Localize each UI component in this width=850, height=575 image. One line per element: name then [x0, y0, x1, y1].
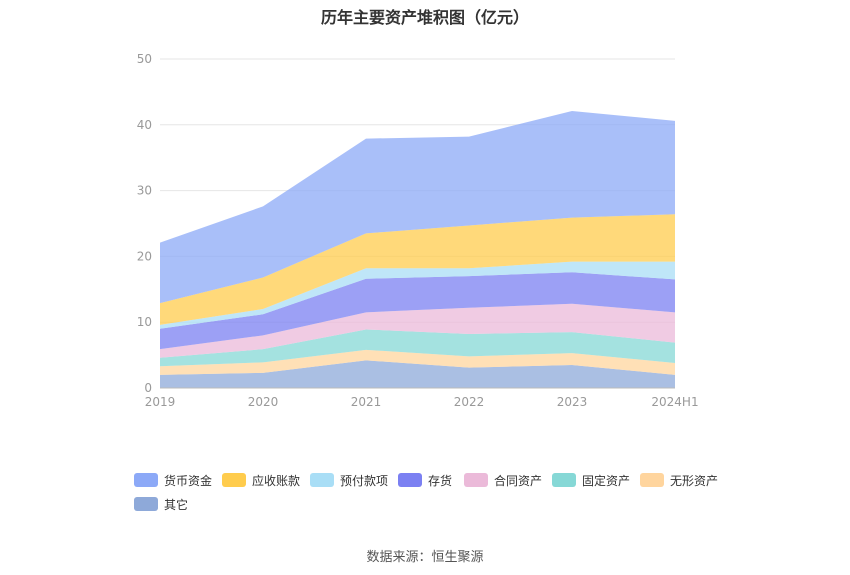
- legend-label: 固定资产: [582, 473, 631, 488]
- area-series-其它: [160, 360, 675, 388]
- legend-item-合同资产[interactable]: 合同资产: [464, 472, 542, 488]
- area-series-合同资产: [160, 303, 675, 358]
- legend-swatch: [552, 473, 576, 487]
- legend-item-货币资金[interactable]: 货币资金: [134, 472, 212, 488]
- x-tick-label: 2019: [145, 395, 176, 409]
- legend-swatch: [222, 473, 246, 487]
- y-tick-label: 40: [137, 118, 152, 132]
- legend-label: 其它: [164, 497, 189, 512]
- area-series-固定资产: [160, 329, 675, 367]
- x-tick-label: 2023: [557, 395, 588, 409]
- legend-label: 存货: [428, 473, 453, 488]
- area-series-预付款项: [160, 261, 675, 329]
- x-tick-label: 2020: [248, 395, 279, 409]
- legend-item-固定资产[interactable]: 固定资产: [552, 472, 630, 488]
- legend-swatch: [398, 473, 422, 487]
- x-tick-label: 2021: [351, 395, 382, 409]
- legend-label: 货币资金: [164, 473, 213, 488]
- y-tick-label: 0: [144, 381, 152, 395]
- y-tick-label: 30: [137, 184, 152, 198]
- area-series-存货: [160, 272, 675, 350]
- legend-item-其它[interactable]: 其它: [134, 496, 188, 512]
- legend-label: 预付款项: [340, 473, 389, 488]
- legend-label: 应收账款: [252, 473, 301, 488]
- y-tick-label: 20: [137, 249, 152, 263]
- y-tick-label: 50: [137, 52, 152, 66]
- stacked-area-chart: 0 10 20 30 40 50 2019 2020 2021 2022 2023 2024H1: [137, 52, 699, 409]
- legend-swatch: [134, 473, 158, 487]
- y-tick-label: 10: [137, 315, 152, 329]
- legend-swatch: [134, 497, 158, 511]
- area-series-货币资金: [160, 110, 675, 304]
- legend-item-预付款项[interactable]: 预付款项: [310, 472, 388, 488]
- x-tick-label: 2022: [454, 395, 485, 409]
- legend-swatch: [310, 473, 334, 487]
- legend-label: 合同资产: [494, 473, 543, 488]
- legend-item-应收账款[interactable]: 应收账款: [222, 472, 300, 488]
- chart-title: 历年主要资产堆积图（亿元）: [320, 8, 529, 27]
- data-source-note: 数据来源：恒生聚源: [366, 550, 484, 565]
- legend-item-无形资产[interactable]: 无形资产: [640, 472, 718, 488]
- x-tick-label: 2024H1: [651, 395, 698, 409]
- legend-swatch: [464, 473, 488, 487]
- area-series-无形资产: [160, 349, 675, 375]
- area-series-应收账款: [160, 214, 675, 325]
- legend-label: 无形资产: [670, 473, 719, 488]
- legend-item-存货[interactable]: 存货: [398, 472, 452, 488]
- legend-swatch: [640, 473, 664, 487]
